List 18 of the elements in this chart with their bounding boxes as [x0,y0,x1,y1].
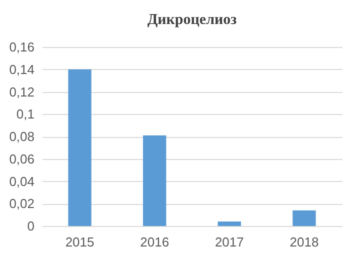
x-tick-label: 2015 [65,234,94,250]
y-tick-label: 0,12 [9,84,34,100]
y-tick-label: 0,04 [9,174,34,189]
y-tick-label: 0,1 [16,106,34,122]
y-tick-label: 0,14 [9,62,34,77]
x-tick-label: 2018 [290,234,319,250]
y-tick-label: 0,16 [9,40,34,54]
bar [218,222,241,226]
y-tick-label: 0,08 [9,129,34,144]
x-tick-label: 2017 [214,234,244,250]
y-tick-label: 0 [27,218,34,234]
bar [68,69,92,226]
x-tick-label: 2016 [140,234,170,250]
y-tick-label: 0,02 [9,196,34,212]
chart-title: Дикроцелиоз [147,12,237,28]
y-tick-label: 0,06 [9,151,34,166]
bar [143,135,166,226]
bar [292,210,316,226]
